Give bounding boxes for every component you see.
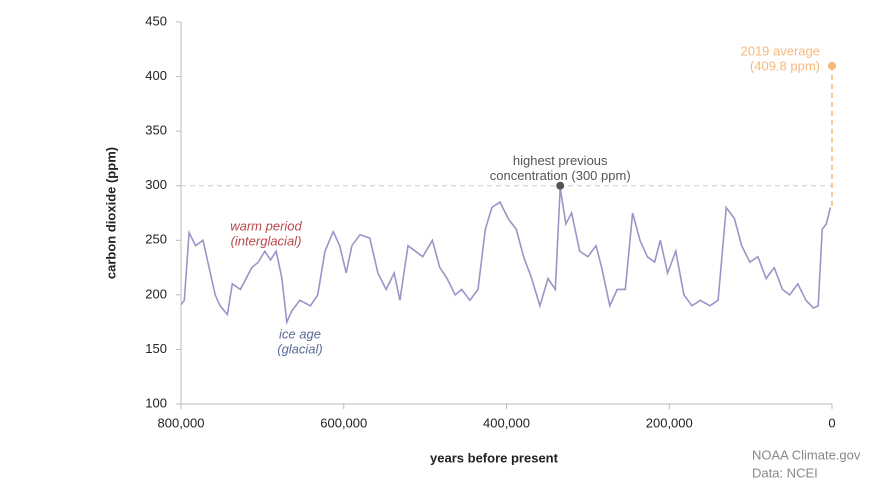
highlight-label: concentration (300 ppm) bbox=[490, 168, 631, 183]
source: NOAA Climate.gov bbox=[752, 447, 861, 462]
x-tick-label: 600,000 bbox=[320, 415, 367, 430]
annotation: ice age bbox=[279, 326, 321, 341]
highlight-point bbox=[828, 61, 836, 70]
highlight-label: 2019 average bbox=[740, 43, 820, 58]
y-tick-label: 450 bbox=[145, 13, 167, 28]
annotation: warm period bbox=[230, 218, 302, 233]
annotation: (glacial) bbox=[277, 341, 323, 356]
x-tick-label: 400,000 bbox=[483, 415, 530, 430]
y-tick-label: 100 bbox=[145, 395, 167, 410]
y-tick-label: 250 bbox=[145, 232, 167, 247]
source: Data: NCEI bbox=[752, 465, 818, 480]
y-axis-label: carbon dioxide (ppm) bbox=[103, 147, 118, 279]
x-axis-label: years before present bbox=[430, 450, 559, 465]
x-tick-label: 800,000 bbox=[158, 415, 205, 430]
data-line bbox=[180, 187, 832, 326]
highlight-label: (409.8 ppm) bbox=[750, 58, 820, 73]
highlight-point bbox=[556, 181, 565, 190]
x-tick-label: 200,000 bbox=[646, 415, 693, 430]
y-tick-label: 150 bbox=[145, 341, 167, 356]
y-tick-label: 400 bbox=[145, 68, 167, 83]
highlight-label: highest previous bbox=[513, 153, 608, 168]
annotation: (interglacial) bbox=[231, 233, 302, 248]
y-tick-label: 300 bbox=[145, 177, 167, 192]
y-tick-label: 200 bbox=[145, 286, 167, 301]
x-tick-label: 0 bbox=[828, 415, 835, 430]
y-tick-label: 350 bbox=[145, 123, 167, 138]
